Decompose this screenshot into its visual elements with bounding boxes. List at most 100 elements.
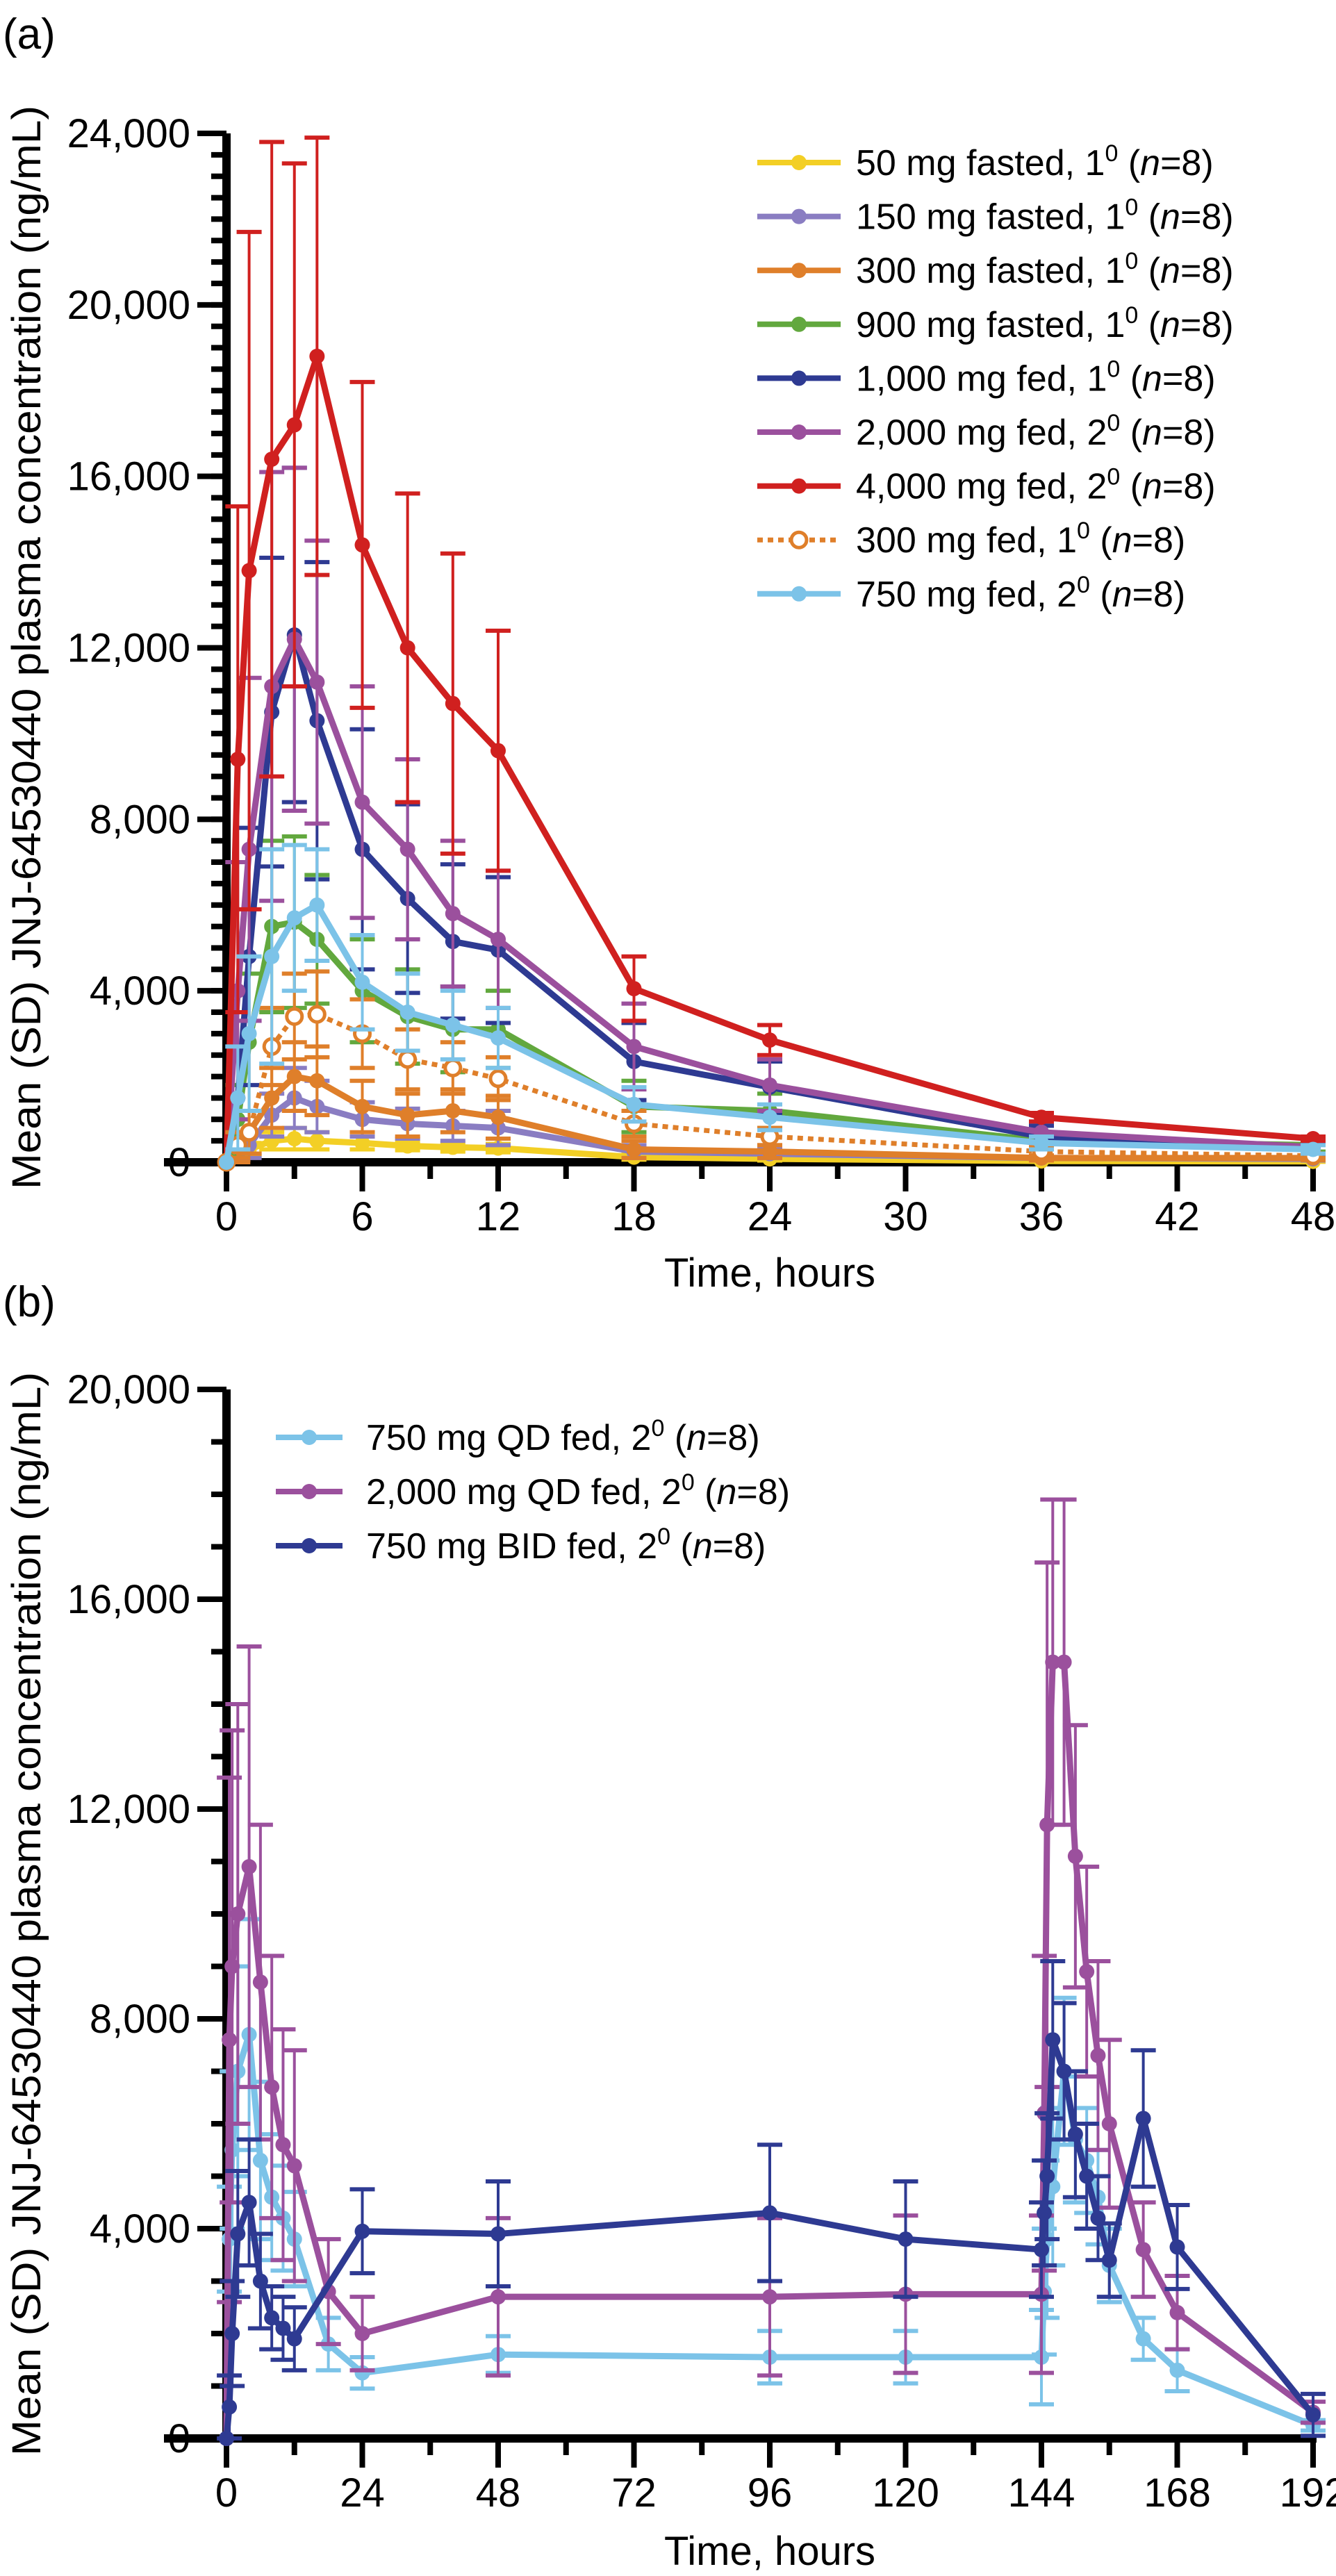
panel-b-x-axis-title: Time, hours xyxy=(664,2529,875,2574)
data-point xyxy=(445,1139,461,1155)
x-tick-label: 120 xyxy=(872,2470,939,2516)
data-point xyxy=(285,1007,304,1026)
legend-marker xyxy=(791,424,807,440)
data-point xyxy=(219,1155,234,1170)
data-point xyxy=(626,1096,642,1112)
data-point xyxy=(1090,2210,1106,2226)
data-point xyxy=(1039,2168,1055,2184)
data-point xyxy=(275,2137,291,2153)
data-point xyxy=(1135,2331,1151,2347)
data-point xyxy=(1045,2032,1061,2048)
legend-marker xyxy=(789,530,809,550)
data-point xyxy=(1034,1109,1049,1125)
data-point xyxy=(445,906,461,922)
legend-entry: 750 mg fed, 20 (n=8) xyxy=(757,572,1185,615)
data-point xyxy=(354,537,370,553)
x-tick-label: 36 xyxy=(1019,1194,1064,1239)
data-point xyxy=(240,1123,259,1142)
data-point xyxy=(1305,1131,1321,1147)
legend-marker xyxy=(791,586,807,602)
panel-b-label: (b) xyxy=(3,1278,56,1326)
legend-label: 2,000 mg fed, 20 (n=8) xyxy=(856,410,1216,453)
data-point xyxy=(1079,2168,1095,2184)
x-tick-label: 96 xyxy=(748,2470,793,2516)
series-line xyxy=(223,902,1314,1163)
data-point xyxy=(286,417,302,433)
x-tick-label: 42 xyxy=(1155,1194,1200,1239)
data-point xyxy=(309,348,325,364)
data-point xyxy=(1169,2362,1185,2378)
legend-marker xyxy=(791,478,807,494)
x-tick-label: 168 xyxy=(1144,2470,1211,2516)
data-point xyxy=(307,1005,327,1024)
data-point xyxy=(252,1974,268,1990)
data-point xyxy=(275,2320,291,2336)
legend-label: 150 mg fasted, 10 (n=8) xyxy=(856,195,1234,238)
data-point xyxy=(222,2032,238,2048)
data-point xyxy=(399,841,415,857)
axes: 0 4,000 8,000 12,000 16,000 20,000 0 24 48 72 96 12… xyxy=(67,1367,1336,2516)
data-point xyxy=(1169,2304,1185,2320)
data-point xyxy=(762,1143,777,1159)
data-point xyxy=(490,932,506,948)
series-line xyxy=(223,353,1314,1163)
data-point xyxy=(286,2158,302,2174)
legend-entry: 300 mg fasted, 10 (n=8) xyxy=(757,248,1234,291)
y-tick-label: 8,000 xyxy=(90,797,190,842)
x-tick-label: 12 xyxy=(476,1194,521,1239)
y-tick-label: 20,000 xyxy=(67,1367,190,1412)
data-point xyxy=(309,897,325,913)
x-tick-label: 30 xyxy=(883,1194,928,1239)
data-point xyxy=(1135,2111,1151,2127)
data-point xyxy=(230,1906,246,1922)
legend-entry: 300 mg fed, 10 (n=8) xyxy=(757,518,1185,561)
series-5 xyxy=(219,465,1326,1170)
data-point xyxy=(399,1138,415,1154)
data-point xyxy=(762,2289,777,2305)
data-point xyxy=(443,1058,463,1078)
data-point xyxy=(354,2223,370,2239)
legend-marker xyxy=(791,155,807,170)
legend-label: 900 mg fasted, 10 (n=8) xyxy=(856,302,1234,345)
data-point xyxy=(762,1077,777,1093)
data-point xyxy=(1090,2047,1106,2063)
data-point xyxy=(309,1133,325,1149)
data-point xyxy=(222,2399,238,2415)
legend-entry: 750 mg BID fed, 20 (n=8) xyxy=(276,1524,766,1567)
data-point xyxy=(309,674,325,690)
x-tick-label: 6 xyxy=(351,1194,373,1239)
data-point xyxy=(230,751,246,767)
data-point xyxy=(354,2326,370,2341)
data-point xyxy=(399,1107,415,1123)
data-point xyxy=(490,1030,506,1046)
legend-label: 750 mg BID fed, 20 (n=8) xyxy=(366,1524,766,1567)
y-tick-label: 4,000 xyxy=(90,968,190,1014)
data-point xyxy=(286,1068,302,1084)
data-point xyxy=(264,1090,280,1106)
data-point xyxy=(309,1073,325,1089)
data-point xyxy=(445,1017,461,1033)
x-tick-label: 48 xyxy=(476,2470,521,2516)
x-tick-label: 24 xyxy=(748,1194,793,1239)
legend-marker xyxy=(302,1430,317,1445)
legend-entry: 150 mg fasted, 10 (n=8) xyxy=(757,195,1234,238)
x-tick-label: 72 xyxy=(611,2470,657,2516)
data-point xyxy=(1034,2242,1049,2258)
data-point xyxy=(1045,1654,1061,1670)
legend-entry: 2,000 mg fed, 20 (n=8) xyxy=(757,410,1216,453)
data-point xyxy=(224,2326,240,2341)
data-point xyxy=(1101,2252,1117,2268)
data-point xyxy=(241,1025,257,1041)
data-point xyxy=(264,948,280,964)
data-point xyxy=(490,1109,506,1125)
data-point xyxy=(762,1032,777,1048)
x-tick-label: 18 xyxy=(611,1194,657,1239)
data-point xyxy=(626,1039,642,1055)
series-6 xyxy=(219,465,1326,1170)
series-7 xyxy=(219,135,1326,1170)
legend-marker xyxy=(302,1484,317,1499)
legend-label: 50 mg fasted, 10 (n=8) xyxy=(856,140,1214,183)
series-line xyxy=(223,636,1314,1163)
data-point xyxy=(252,2152,268,2168)
